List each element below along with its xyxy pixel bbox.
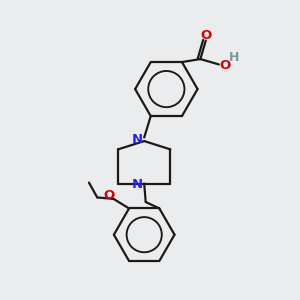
Text: H: H xyxy=(229,51,239,64)
Text: O: O xyxy=(200,29,212,42)
Text: O: O xyxy=(103,189,115,202)
Text: N: N xyxy=(132,178,143,191)
Text: O: O xyxy=(220,59,231,72)
Text: N: N xyxy=(132,134,143,146)
